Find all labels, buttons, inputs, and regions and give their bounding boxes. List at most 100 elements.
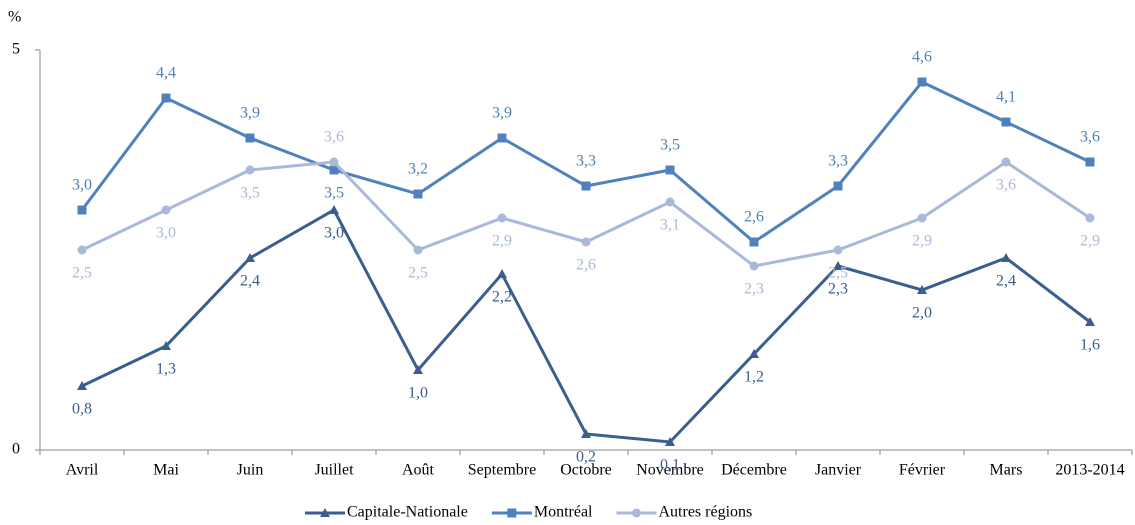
data-point bbox=[497, 133, 507, 143]
data-label: 2,0 bbox=[912, 305, 932, 322]
data-point bbox=[833, 245, 843, 255]
data-label: 1,6 bbox=[1080, 337, 1100, 354]
data-label: 3,0 bbox=[72, 177, 92, 194]
data-label: 4,4 bbox=[156, 65, 176, 82]
data-point bbox=[329, 205, 339, 214]
legend-label: Capitale-Nationale bbox=[347, 504, 468, 521]
data-label: 2,2 bbox=[492, 289, 512, 306]
data-point bbox=[749, 349, 759, 358]
data-point bbox=[749, 261, 759, 271]
data-point bbox=[917, 77, 927, 87]
data-label: 2,9 bbox=[492, 233, 512, 250]
x-tick-label: Avril bbox=[66, 462, 99, 479]
x-tick-label: Mai bbox=[153, 462, 179, 479]
y-tick-label: 5 bbox=[12, 41, 20, 58]
data-label: 3,6 bbox=[324, 129, 344, 146]
data-label: 2,3 bbox=[744, 281, 764, 298]
legend-label: Montréal bbox=[534, 504, 593, 521]
data-point bbox=[665, 197, 675, 207]
data-point bbox=[77, 381, 87, 390]
x-tick-label: Janvier bbox=[815, 462, 862, 479]
data-point bbox=[329, 157, 339, 167]
data-point bbox=[581, 237, 591, 247]
data-point bbox=[161, 93, 171, 103]
legend-marker bbox=[507, 508, 517, 518]
data-label: 4,1 bbox=[996, 89, 1016, 106]
data-label: 2,5 bbox=[408, 265, 428, 282]
data-label: 1,0 bbox=[408, 385, 428, 402]
data-point bbox=[77, 205, 87, 215]
data-point bbox=[833, 261, 843, 270]
data-label: 3,5 bbox=[240, 185, 260, 202]
legend-marker bbox=[632, 508, 641, 518]
data-point bbox=[245, 253, 255, 262]
x-tick-label: Février bbox=[899, 462, 946, 479]
data-label: 3,9 bbox=[492, 105, 512, 122]
x-tick-label: Octobre bbox=[560, 462, 612, 479]
data-label: 2,4 bbox=[240, 273, 260, 290]
data-point bbox=[581, 429, 591, 438]
data-label: 0,2 bbox=[576, 449, 596, 466]
data-point bbox=[833, 181, 843, 191]
legend-marker bbox=[320, 508, 330, 517]
x-tick-label: 2013-2014 bbox=[1055, 462, 1124, 479]
data-point bbox=[329, 165, 339, 175]
x-tick-label: Juillet bbox=[314, 462, 354, 479]
data-label: 4,6 bbox=[912, 49, 932, 66]
x-tick-label: Mars bbox=[990, 462, 1023, 479]
data-label: 2,5 bbox=[72, 265, 92, 282]
data-point bbox=[665, 165, 675, 175]
y-tick-label: 0 bbox=[12, 441, 20, 458]
data-label: 2,4 bbox=[996, 273, 1016, 290]
data-point bbox=[581, 181, 591, 191]
data-point bbox=[749, 237, 759, 247]
data-point bbox=[665, 437, 675, 446]
x-tick-label: Juin bbox=[237, 462, 264, 479]
data-point bbox=[161, 205, 171, 215]
series-line bbox=[81, 160, 1091, 268]
data-point bbox=[497, 269, 507, 278]
data-point bbox=[1085, 213, 1095, 223]
data-label: 3,1 bbox=[660, 217, 680, 234]
data-label: 3,0 bbox=[324, 225, 344, 242]
data-label: 2,9 bbox=[912, 233, 932, 250]
data-point bbox=[1085, 157, 1095, 167]
data-point bbox=[245, 133, 255, 143]
x-tick-label: Décembre bbox=[721, 462, 787, 479]
y-axis-label: % bbox=[8, 9, 21, 26]
data-point bbox=[245, 165, 255, 175]
data-point bbox=[161, 341, 171, 350]
data-point bbox=[1001, 117, 1011, 127]
data-label: 2,3 bbox=[828, 281, 848, 298]
x-tick-label: Août bbox=[402, 462, 435, 479]
data-label: 0,1 bbox=[660, 457, 680, 474]
data-point bbox=[77, 245, 87, 255]
data-point bbox=[413, 245, 423, 255]
data-label: 2,5 bbox=[828, 265, 848, 282]
data-label: 1,3 bbox=[156, 361, 176, 378]
data-label: 3,6 bbox=[996, 177, 1016, 194]
data-label: 3,2 bbox=[408, 161, 428, 178]
legend-label: Autres régions bbox=[659, 504, 753, 521]
data-label: 3,6 bbox=[1080, 129, 1100, 146]
data-label: 3,0 bbox=[156, 225, 176, 242]
data-label: 1,2 bbox=[744, 369, 764, 386]
data-label: 0,8 bbox=[72, 401, 92, 418]
data-label: 3,3 bbox=[576, 153, 596, 170]
x-tick-label: Septembre bbox=[468, 462, 536, 479]
data-point bbox=[413, 365, 423, 374]
data-label: 3,3 bbox=[828, 153, 848, 170]
data-point bbox=[497, 213, 507, 223]
data-label: 2,6 bbox=[744, 209, 764, 226]
data-label: 2,6 bbox=[576, 257, 596, 274]
data-point bbox=[1001, 157, 1011, 167]
data-point bbox=[1001, 253, 1011, 262]
data-label: 3,9 bbox=[240, 105, 260, 122]
data-point bbox=[917, 213, 927, 223]
data-label: 2,9 bbox=[1080, 233, 1100, 250]
data-label: 3,5 bbox=[660, 137, 680, 154]
data-point bbox=[1085, 317, 1095, 326]
data-point bbox=[413, 189, 423, 199]
x-tick-label: Novembre bbox=[636, 462, 704, 479]
